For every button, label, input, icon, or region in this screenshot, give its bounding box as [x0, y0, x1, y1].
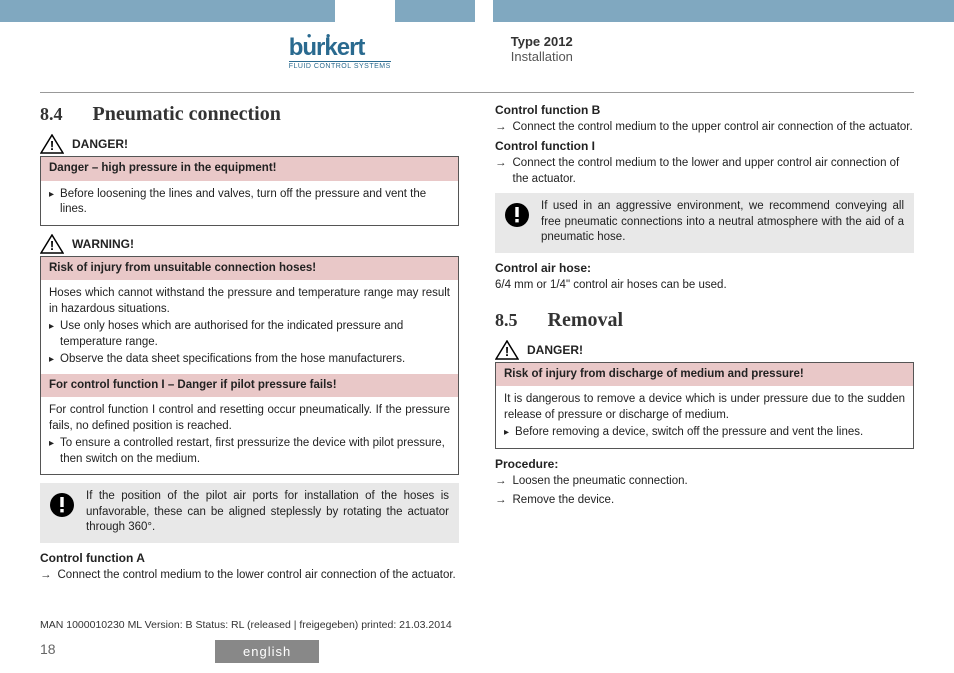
section-number: 8.4	[40, 104, 63, 125]
step-text: Remove the device.	[513, 492, 615, 508]
step: → Connect the control medium to the lowe…	[40, 567, 459, 583]
control-air-hose-title: Control air hose:	[495, 261, 914, 275]
warning-paragraph: For control function I control and reset…	[49, 402, 450, 435]
arrow-right-icon: →	[495, 473, 507, 489]
section-number: 8.5	[495, 310, 518, 331]
section-title: Pneumatic connection	[93, 103, 281, 126]
step-text: Connect the control medium to the lower …	[513, 155, 915, 187]
procedure-title: Procedure:	[495, 457, 914, 471]
bullet-text: Before loosening the lines and valves, t…	[60, 187, 450, 218]
warning-box: Risk of injury from unsuitable connectio…	[40, 256, 459, 476]
bullet-arrow-icon: ▸	[49, 187, 54, 218]
warning-triangle-icon: !	[40, 234, 64, 254]
svg-text:!: !	[50, 238, 54, 253]
info-text: If the position of the pilot air ports f…	[86, 489, 449, 536]
step: → Connect the control medium to the lowe…	[495, 155, 914, 187]
bullet-text: To ensure a controlled restart, first pr…	[60, 436, 450, 467]
step-text: Connect the control medium to the upper …	[513, 119, 913, 135]
footer-meta: MAN 1000010230 ML Version: B Status: RL …	[40, 619, 452, 631]
topbar-seg	[0, 0, 335, 22]
type-line: Type 2012	[511, 34, 914, 49]
control-function-b-title: Control function B	[495, 103, 914, 117]
info-exclaim-icon	[503, 201, 531, 229]
bullet-arrow-icon: ▸	[49, 319, 54, 350]
bullet-arrow-icon: ▸	[49, 436, 54, 467]
top-bar	[0, 0, 954, 22]
page-number: 18	[40, 641, 56, 657]
section-heading: 8.4 Pneumatic connection	[40, 103, 459, 126]
topbar-seg	[493, 0, 954, 22]
logo: ● ● burkert FLUID CONTROL SYSTEMS	[289, 34, 391, 70]
step: → Remove the device.	[495, 492, 914, 508]
bullet-text: Observe the data sheet specifications fr…	[60, 352, 450, 368]
danger-head: ! DANGER!	[40, 134, 459, 154]
left-column: 8.4 Pneumatic connection ! DANGER! Dange…	[40, 103, 459, 586]
bullet-arrow-icon: ▸	[49, 352, 54, 368]
warning-label: WARNING!	[72, 237, 134, 251]
header-right: Type 2012 Installation	[451, 34, 914, 64]
step: → Loosen the pneumatic connection.	[495, 473, 914, 489]
page: ● ● burkert FLUID CONTROL SYSTEMS Type 2…	[0, 0, 954, 673]
warning-triangle-icon: !	[495, 340, 519, 360]
danger-label: DANGER!	[72, 137, 128, 151]
warning-bullet: ▸ To ensure a controlled restart, first …	[49, 435, 450, 468]
danger-title: Risk of injury from discharge of medium …	[496, 363, 913, 387]
danger-label: DANGER!	[527, 343, 583, 357]
content: 8.4 Pneumatic connection ! DANGER! Dange…	[0, 97, 954, 586]
info-text: If used in an aggressive environment, we…	[541, 199, 904, 246]
danger-head: ! DANGER!	[495, 340, 914, 360]
danger-box: Risk of injury from discharge of medium …	[495, 362, 914, 449]
language-tab: english	[215, 640, 319, 663]
warning-head: ! WARNING!	[40, 234, 459, 254]
topbar-seg	[475, 0, 493, 22]
warning-bullet: ▸ Use only hoses which are authorised fo…	[49, 318, 450, 351]
section-title: Removal	[548, 309, 624, 332]
warning-subtitle: For control function I – Danger if pilot…	[41, 374, 458, 398]
arrow-right-icon: →	[495, 119, 507, 135]
arrow-right-icon: →	[495, 492, 507, 508]
svg-text:!: !	[50, 138, 54, 153]
warning-triangle-icon: !	[40, 134, 64, 154]
section-heading: 8.5 Removal	[495, 309, 914, 332]
danger-bullet: ▸ Before loosening the lines and valves,…	[49, 186, 450, 219]
control-function-a-title: Control function A	[40, 551, 459, 565]
logo-text: burkert	[289, 36, 391, 60]
info-exclaim-icon	[48, 491, 76, 519]
right-column: Control function B → Connect the control…	[495, 103, 914, 586]
info-box: If the position of the pilot air ports f…	[40, 483, 459, 543]
danger-box: Danger – high pressure in the equipment!…	[40, 156, 459, 226]
info-box: If used in an aggressive environment, we…	[495, 193, 914, 253]
logo-wrap: ● ● burkert FLUID CONTROL SYSTEMS	[40, 34, 451, 70]
topbar-seg	[395, 0, 475, 22]
danger-paragraph: It is dangerous to remove a device which…	[504, 391, 905, 424]
arrow-right-icon: →	[40, 567, 52, 583]
warning-paragraph: Hoses which cannot withstand the pressur…	[49, 285, 450, 318]
header: ● ● burkert FLUID CONTROL SYSTEMS Type 2…	[0, 22, 954, 92]
step-text: Connect the control medium to the lower …	[58, 567, 456, 583]
bullet-text: Before removing a device, switch off the…	[515, 425, 905, 441]
control-function-i-title: Control function I	[495, 139, 914, 153]
arrow-right-icon: →	[495, 155, 507, 187]
danger-bullet: ▸ Before removing a device, switch off t…	[504, 424, 905, 442]
bullet-arrow-icon: ▸	[504, 425, 509, 441]
logo-subtext: FLUID CONTROL SYSTEMS	[289, 61, 391, 70]
svg-text:!: !	[505, 344, 509, 359]
step: → Connect the control medium to the uppe…	[495, 119, 914, 135]
topbar-seg	[335, 0, 395, 22]
divider	[40, 92, 914, 93]
section-line: Installation	[511, 49, 914, 64]
bullet-text: Use only hoses which are authorised for …	[60, 319, 450, 350]
danger-title: Danger – high pressure in the equipment!	[41, 157, 458, 181]
control-air-hose-text: 6/4 mm or 1/4" control air hoses can be …	[495, 277, 914, 293]
step-text: Loosen the pneumatic connection.	[513, 473, 688, 489]
warning-bullet: ▸ Observe the data sheet specifications …	[49, 351, 450, 369]
warning-title: Risk of injury from unsuitable connectio…	[41, 257, 458, 281]
